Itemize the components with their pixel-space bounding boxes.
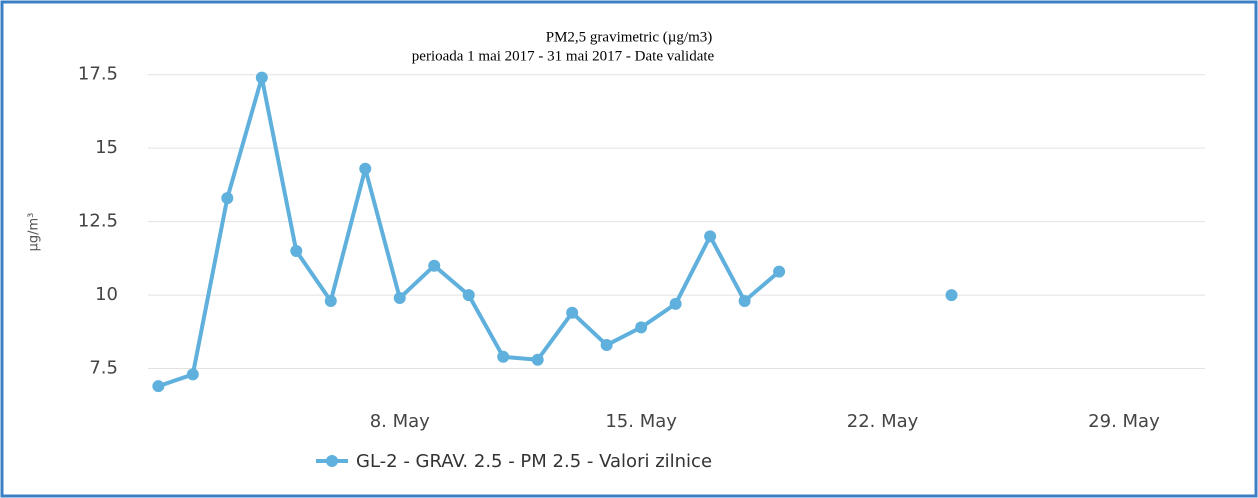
point	[290, 245, 303, 258]
y-tick-label: 15	[95, 137, 118, 158]
point	[359, 162, 372, 175]
point	[324, 294, 337, 307]
y-tick-label: 7.5	[89, 358, 118, 379]
point	[945, 289, 958, 302]
x-tick-label: 8. May	[370, 411, 430, 432]
x-tick-label: 22. May	[847, 411, 919, 432]
legend-label: GL-2 - GRAV. 2.5 - PM 2.5 - Valori zilni…	[356, 451, 712, 472]
point	[152, 380, 165, 393]
legend-marker	[326, 455, 338, 467]
point	[600, 339, 613, 352]
chart-subtitle: perioada 1 mai 2017 - 31 mai 2017 - Date…	[412, 48, 715, 64]
point	[221, 192, 234, 205]
y-tick-label: 10	[95, 284, 118, 305]
point	[186, 368, 199, 381]
point	[393, 292, 406, 305]
y-tick-label: 12.5	[78, 211, 118, 232]
point	[738, 294, 751, 307]
point	[566, 306, 579, 319]
point	[497, 350, 510, 363]
point	[255, 71, 268, 84]
point	[669, 297, 682, 310]
point	[635, 321, 648, 334]
y-tick-label: 17.5	[78, 64, 118, 85]
point	[531, 353, 544, 366]
point	[428, 259, 441, 272]
y-axis-label: µg/m³	[27, 213, 42, 252]
point	[704, 230, 717, 243]
x-tick-label: 29. May	[1088, 411, 1160, 432]
point	[773, 265, 786, 278]
x-tick-label: 15. May	[605, 411, 677, 432]
point	[462, 289, 475, 302]
chart-title: PM2,5 gravimetric (µg/m3)	[546, 29, 713, 45]
